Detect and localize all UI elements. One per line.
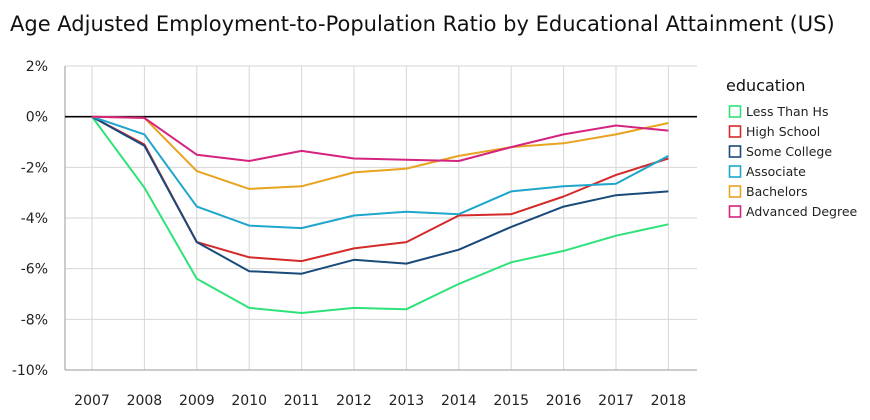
x-tick-label: 2009	[179, 393, 215, 409]
y-tick-label: -2%	[21, 160, 48, 176]
x-axis: 2007 2008 2009 2010 2011 2012 2013 2014 2015 2016…	[74, 393, 686, 409]
legend: education Less Than Hs High School Some Co…	[726, 76, 858, 219]
legend-label: Some College	[746, 144, 832, 159]
x-tick-label: 2016	[546, 393, 582, 409]
series-line-less-than-hs	[91, 116, 669, 314]
x-tick-label: 2018	[651, 393, 687, 409]
y-tick-label: -4%	[21, 211, 48, 227]
y-tick-label: 2%	[26, 59, 48, 75]
series-line-advanced-degree	[91, 115, 669, 162]
x-tick-label: 2010	[231, 393, 267, 409]
x-tick-label: 2015	[493, 393, 529, 409]
series-line-some-college	[91, 115, 669, 275]
chart-title: Age Adjusted Employment-to-Population Ra…	[10, 12, 835, 36]
y-axis: 2% 0% -2% -4% -6% -8% -10%	[12, 59, 48, 379]
x-tick-label: 2008	[127, 393, 163, 409]
legend-label: Less Than Hs	[746, 104, 828, 119]
legend-swatch	[728, 105, 742, 118]
series-line-bachelors	[91, 115, 669, 190]
x-tick-label: 2013	[389, 393, 425, 409]
legend-swatch	[728, 125, 742, 138]
grid	[64, 65, 697, 371]
y-tick-label: 0%	[26, 110, 48, 126]
x-tick-label: 2011	[284, 393, 320, 409]
series-lines	[91, 115, 669, 314]
legend-label: Bachelors	[746, 184, 808, 199]
series-line-high-school	[91, 115, 669, 263]
y-tick-label: -10%	[12, 363, 48, 379]
x-tick-label: 2014	[441, 393, 477, 409]
legend-label: Advanced Degree	[746, 204, 858, 219]
y-tick-label: -8%	[21, 312, 48, 328]
legend-swatch	[728, 145, 742, 158]
legend-label: High School	[746, 124, 820, 139]
legend-label: Associate	[746, 164, 806, 179]
legend-swatch	[728, 165, 742, 178]
series-line-associate	[91, 115, 669, 230]
legend-title: education	[726, 76, 805, 95]
x-tick-label: 2017	[598, 393, 634, 409]
x-tick-label: 2007	[74, 393, 110, 409]
legend-swatch	[728, 205, 742, 218]
y-tick-label: -6%	[21, 262, 48, 278]
legend-swatch	[728, 185, 742, 198]
x-tick-label: 2012	[336, 393, 372, 409]
